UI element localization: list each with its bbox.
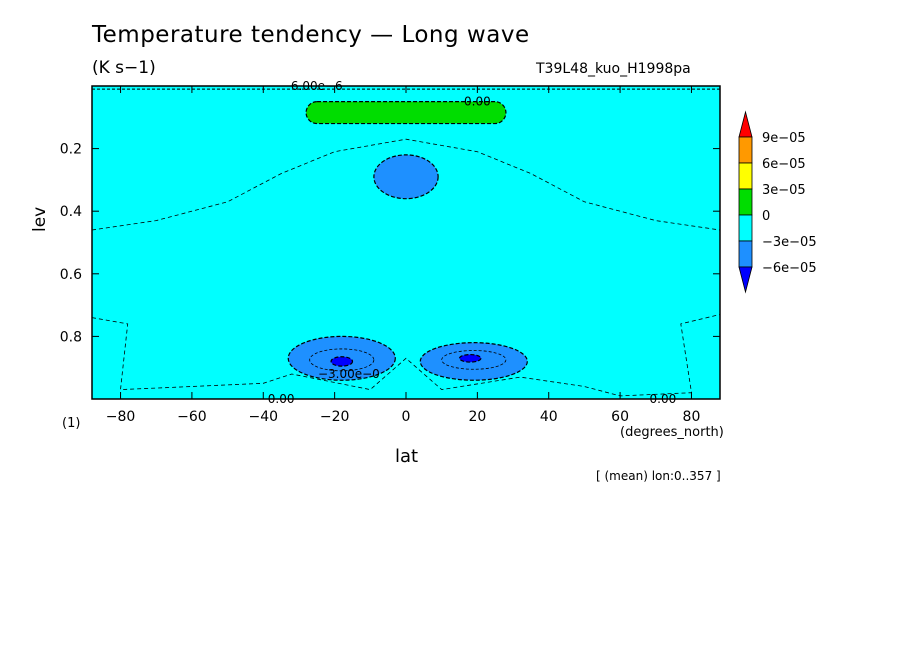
colorbar-swatch [738, 188, 753, 216]
contour-label: −3.00e−0 [318, 367, 380, 381]
negative-cell-upper [373, 154, 439, 200]
run-label: T39L48_kuo_H1998pa [536, 61, 691, 77]
y-tick-label: 0.6 [60, 267, 82, 283]
y-tick-label: 0.4 [60, 204, 82, 220]
x-axis-units: (degrees_north) [620, 425, 724, 440]
footnote: [ (mean) lon:0..357 ] [596, 469, 721, 483]
colorbar-bottom-arrow [738, 266, 753, 294]
inner-contour-1 [441, 350, 507, 370]
plot-background [92, 86, 720, 399]
colorbar-label: 0 [762, 209, 770, 224]
colorbar-label: 6e−05 [762, 157, 806, 172]
x-tick-label: 80 [683, 409, 701, 425]
units-label: (K s−1) [92, 58, 156, 78]
colorbar-label: 9e−05 [762, 131, 806, 146]
page-label: (1) [62, 416, 81, 431]
x-tick-label: −40 [248, 409, 278, 425]
contour-zero-lower [91, 314, 721, 397]
colorbar-swatch [738, 136, 753, 164]
x-axis-label: lat [395, 446, 419, 467]
core-north [458, 353, 482, 363]
x-tick-label: 20 [468, 409, 486, 425]
x-tick-label: −60 [177, 409, 207, 425]
colorbar-swatch [738, 240, 753, 268]
colorbar-swatch [738, 162, 753, 190]
colorbar-swatch [738, 214, 753, 242]
y-tick-label: 0.8 [60, 329, 82, 345]
chart-title: Temperature tendency — Long wave [92, 22, 530, 48]
x-tick-label: −80 [106, 409, 136, 425]
colorbar-top-arrow [738, 110, 753, 138]
colorbar-label: −6e−05 [762, 261, 817, 276]
inner-contour-0 [309, 348, 375, 372]
x-tick-label: 0 [402, 409, 411, 425]
colorbar-label: 3e−05 [762, 183, 806, 198]
positive-band-top [305, 101, 507, 125]
colorbar-label: −3e−05 [762, 235, 817, 250]
x-tick-label: 60 [611, 409, 629, 425]
contour-label: 0.00 [464, 95, 491, 109]
x-tick-label: 40 [540, 409, 558, 425]
core-south [330, 356, 354, 367]
x-tick-label: −20 [320, 409, 350, 425]
contour-arch [91, 138, 721, 231]
y-tick-label: 0.2 [60, 142, 82, 158]
